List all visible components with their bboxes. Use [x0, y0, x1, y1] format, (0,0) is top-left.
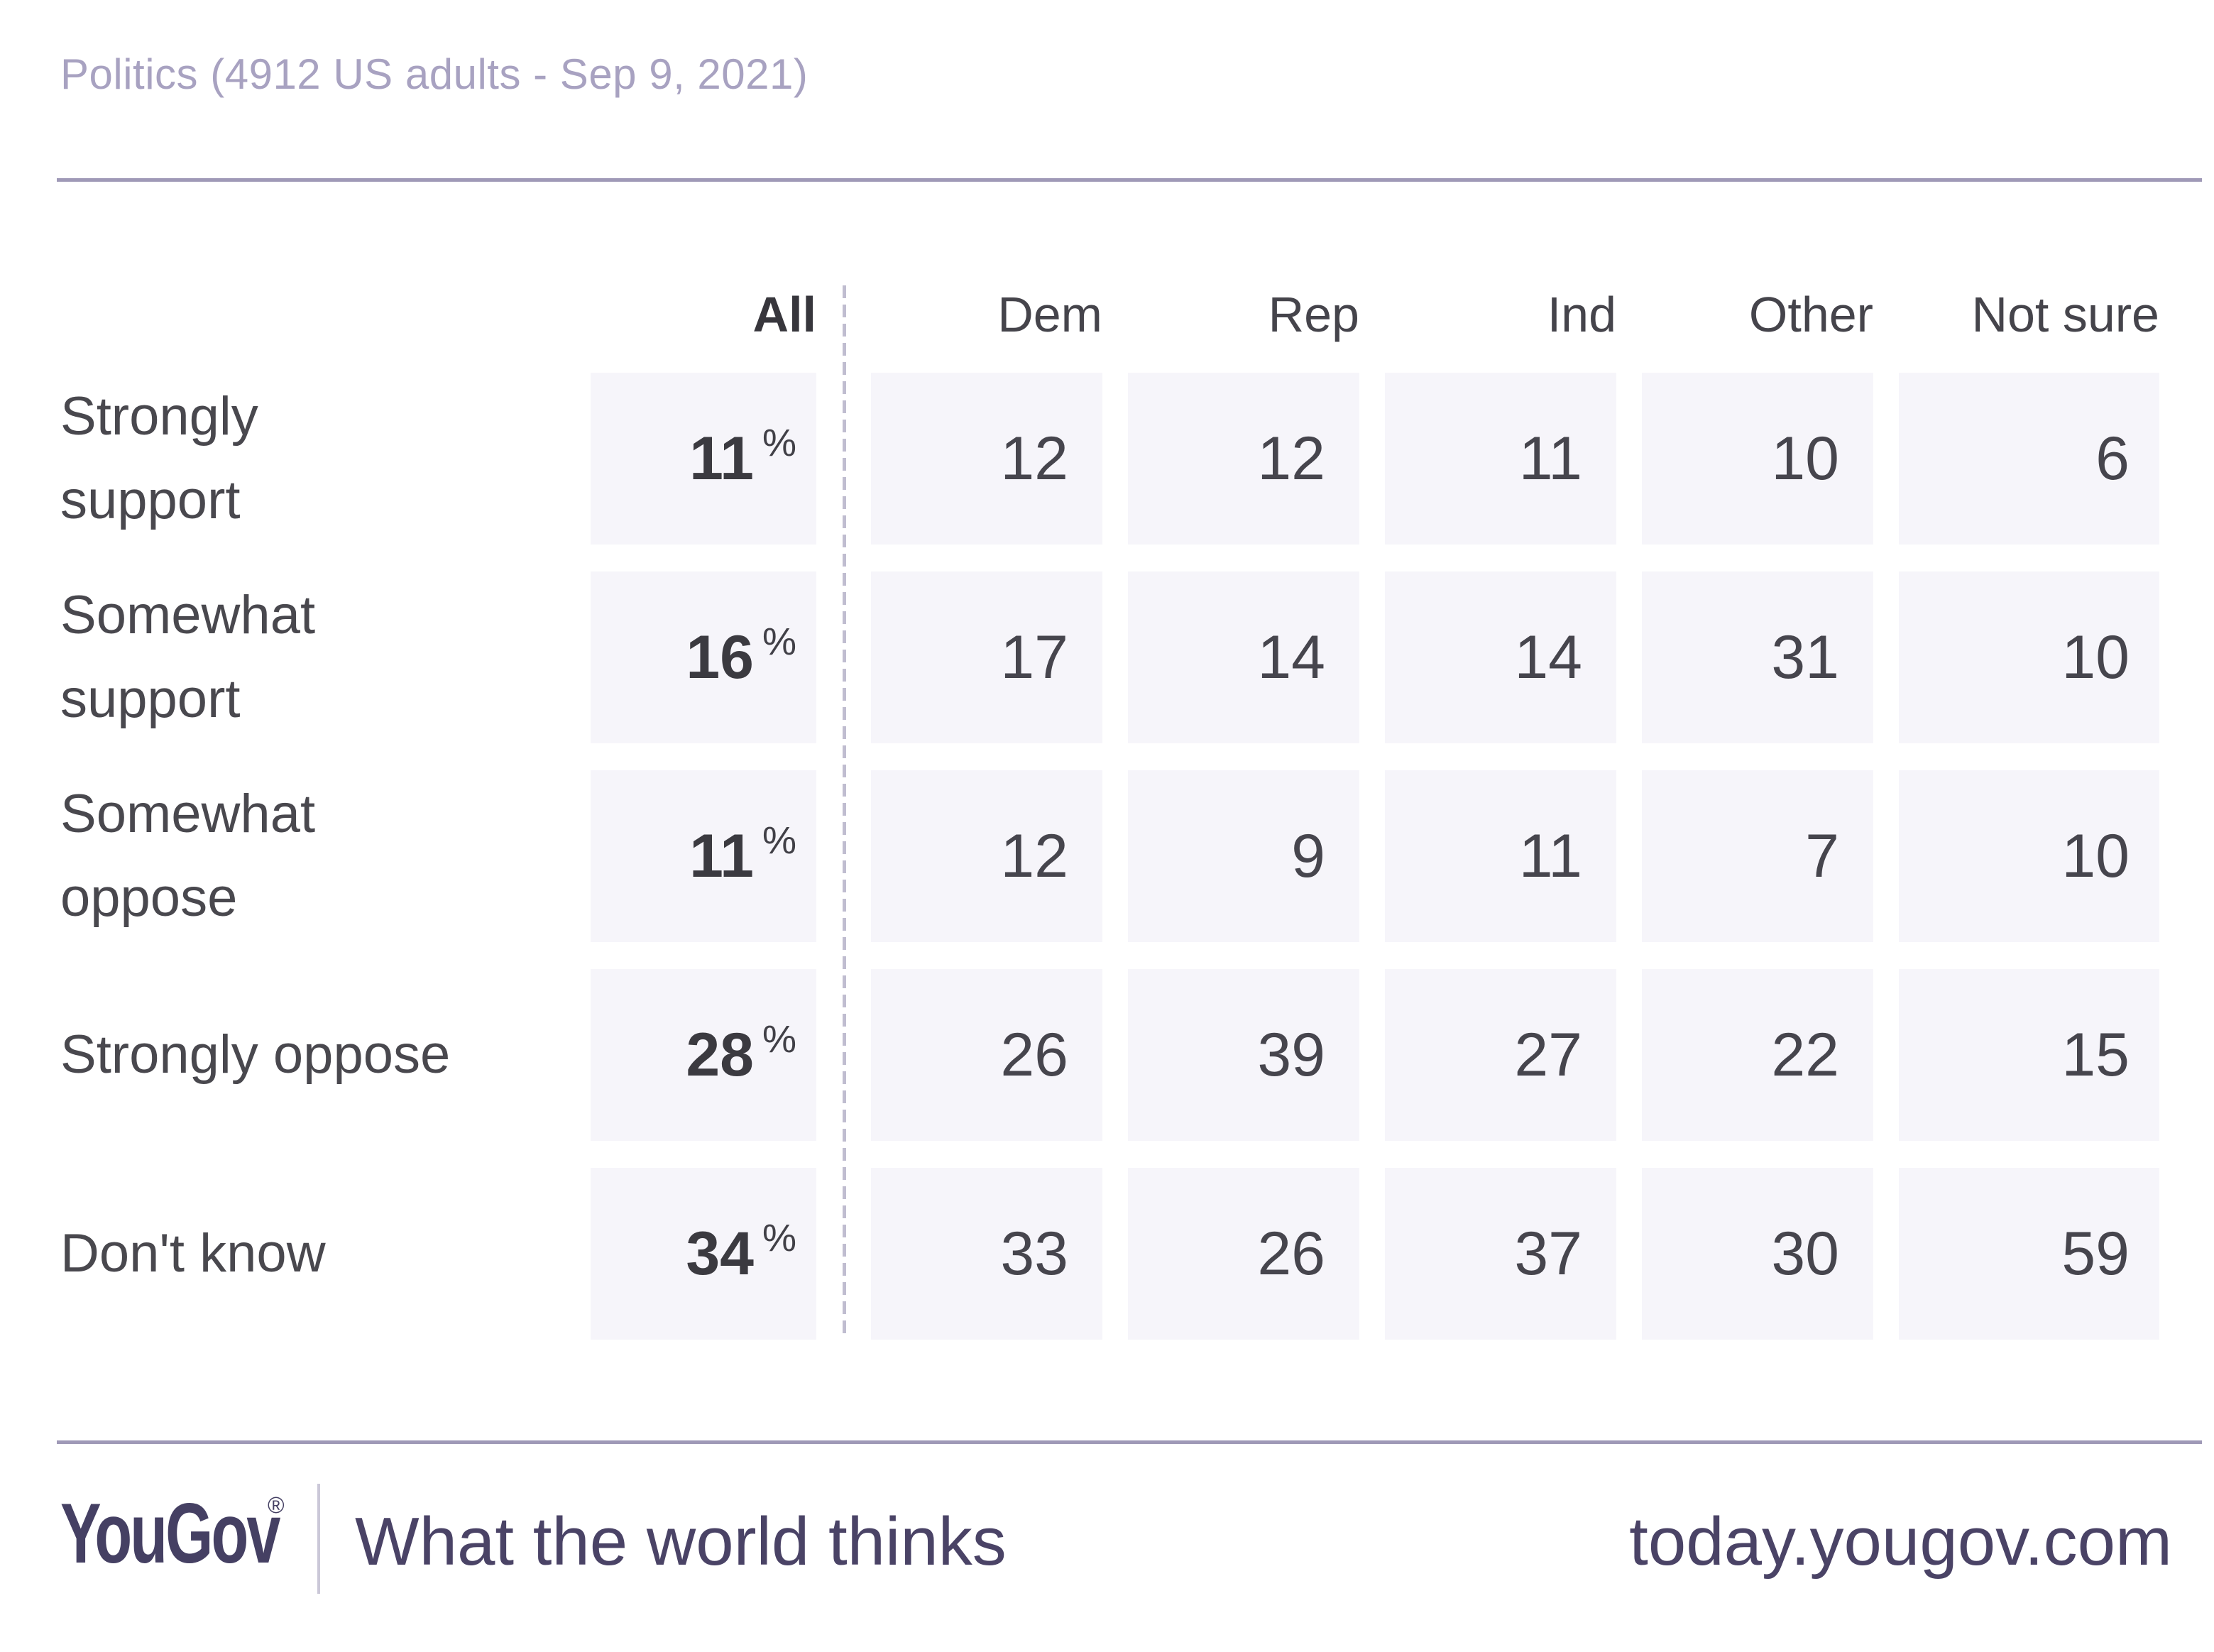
cell-rep: 39 [1128, 969, 1359, 1141]
column-header-all: All [752, 287, 816, 342]
row-label: Don't know [60, 1223, 326, 1284]
bottom-divider-line [57, 1440, 2202, 1444]
column-header-not-sure: Not sure [1971, 287, 2159, 342]
cell-other: 7 [1642, 770, 1873, 942]
cell-all: 11 % [591, 373, 816, 545]
cell-rep: 12 [1128, 373, 1359, 545]
cell-dem: 33 [871, 1168, 1102, 1340]
cell-dem: 12 [871, 770, 1102, 942]
cell-other: 10 [1642, 373, 1873, 545]
cell-rep: 14 [1128, 571, 1359, 743]
cell-not-sure: 10 [1899, 571, 2159, 743]
top-divider-line [57, 178, 2202, 182]
table-row: Don't know 34 % 33 26 37 30 59 [0, 1168, 2214, 1340]
row-label: Somewhat support [60, 585, 316, 729]
table-row: Somewhat support 16 % 17 14 14 31 10 [0, 571, 2214, 743]
yougov-logo: YouGov ® [60, 1491, 287, 1583]
cell-not-sure: 15 [1899, 969, 2159, 1141]
footer-url: today.yougov.com [1629, 1504, 2172, 1580]
all-value: 16 [686, 623, 754, 691]
all-value: 11 [689, 424, 754, 493]
cell-other: 31 [1642, 571, 1873, 743]
all-value: 11 [689, 821, 754, 890]
percent-sign: % [762, 1018, 796, 1061]
footer-tagline: What the world thinks [355, 1504, 1007, 1580]
cell-other: 22 [1642, 969, 1873, 1141]
all-value: 34 [686, 1219, 754, 1288]
cell-ind: 37 [1385, 1168, 1616, 1340]
cell-ind: 27 [1385, 969, 1616, 1141]
cell-ind: 11 [1385, 373, 1616, 545]
all-value: 28 [686, 1020, 754, 1089]
yougov-logo-text: YouGov [60, 1486, 280, 1581]
cell-dem: 17 [871, 571, 1102, 743]
cell-all: 34 % [591, 1168, 816, 1340]
cell-dem: 12 [871, 373, 1102, 545]
row-label: Strongly support [60, 386, 258, 530]
registered-trademark-icon: ® [268, 1492, 285, 1518]
table-row: Strongly support 11 % 12 12 11 10 6 [0, 373, 2214, 545]
percent-sign: % [762, 819, 796, 862]
table-row: Strongly oppose 28 % 26 39 27 22 15 [0, 969, 2214, 1141]
cell-other: 30 [1642, 1168, 1873, 1340]
cell-not-sure: 59 [1899, 1168, 2159, 1340]
cell-ind: 11 [1385, 770, 1616, 942]
cell-ind: 14 [1385, 571, 1616, 743]
row-label: Somewhat oppose [60, 784, 316, 928]
percent-sign: % [762, 1217, 796, 1259]
column-header-ind: Ind [1547, 287, 1616, 342]
cell-not-sure: 10 [1899, 770, 2159, 942]
table-row: Somewhat oppose 11 % 12 9 11 7 10 [0, 770, 2214, 942]
column-header-other: Other [1748, 287, 1873, 342]
cell-not-sure: 6 [1899, 373, 2159, 545]
percent-sign: % [762, 422, 796, 464]
cell-dem: 26 [871, 969, 1102, 1141]
column-header-rep: Rep [1268, 287, 1359, 342]
cell-rep: 9 [1128, 770, 1359, 942]
all-vs-breakdown-dashed-divider [843, 285, 846, 1340]
percent-sign: % [762, 620, 796, 663]
row-label: Strongly oppose [60, 1024, 451, 1085]
cell-all: 28 % [591, 969, 816, 1141]
cell-all: 11 % [591, 770, 816, 942]
footer-vertical-divider [317, 1484, 320, 1594]
cell-rep: 26 [1128, 1168, 1359, 1340]
column-header-dem: Dem [997, 287, 1102, 342]
cell-all: 16 % [591, 571, 816, 743]
page-title: Politics (4912 US adults - Sep 9, 2021) [60, 50, 809, 98]
